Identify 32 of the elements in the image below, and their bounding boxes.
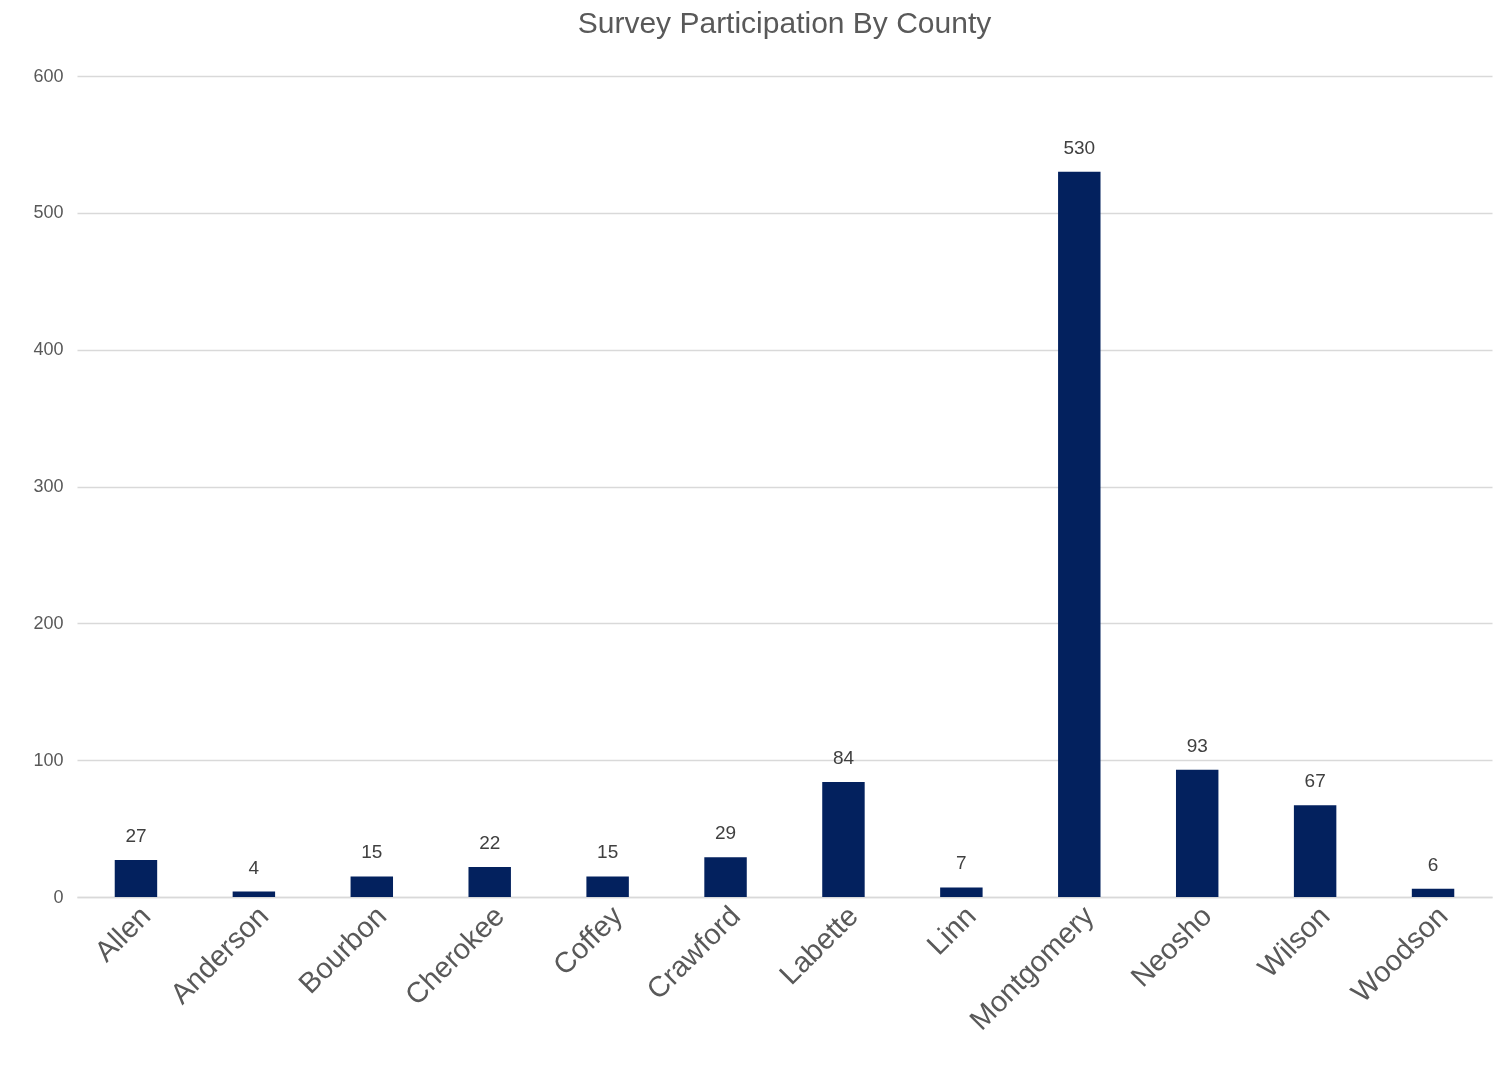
data-label: 84	[832, 747, 855, 769]
data-label: 27	[125, 825, 147, 847]
data-label: 29	[714, 822, 737, 844]
y-tick-label: 600	[33, 65, 64, 86]
bar	[704, 857, 747, 897]
bar	[1293, 805, 1337, 897]
bar	[114, 860, 158, 897]
bar	[232, 891, 276, 897]
bar	[1175, 769, 1219, 897]
y-tick-label: 500	[33, 202, 64, 223]
y-tick-label: 200	[33, 612, 64, 633]
y-tick-label: 400	[33, 339, 64, 360]
data-label: 67	[1304, 770, 1326, 792]
data-label: 22	[479, 831, 501, 853]
bar	[586, 876, 629, 897]
data-label: 15	[597, 841, 619, 863]
bar	[350, 876, 394, 897]
bar	[1058, 171, 1101, 897]
chart-title: Survey Participation By County	[577, 6, 992, 39]
bar	[940, 887, 983, 897]
data-label: 15	[361, 841, 383, 863]
bar	[468, 866, 511, 897]
data-label: 93	[1186, 734, 1208, 756]
data-label: 7	[956, 852, 967, 874]
y-tick-label: 100	[33, 749, 64, 770]
data-label: 4	[248, 856, 260, 878]
y-tick-label: 0	[53, 886, 64, 907]
bar	[1411, 888, 1455, 897]
data-label: 6	[1427, 853, 1439, 875]
bar	[822, 782, 865, 897]
y-tick-label: 300	[33, 476, 64, 496]
data-label: 530	[1063, 136, 1096, 158]
